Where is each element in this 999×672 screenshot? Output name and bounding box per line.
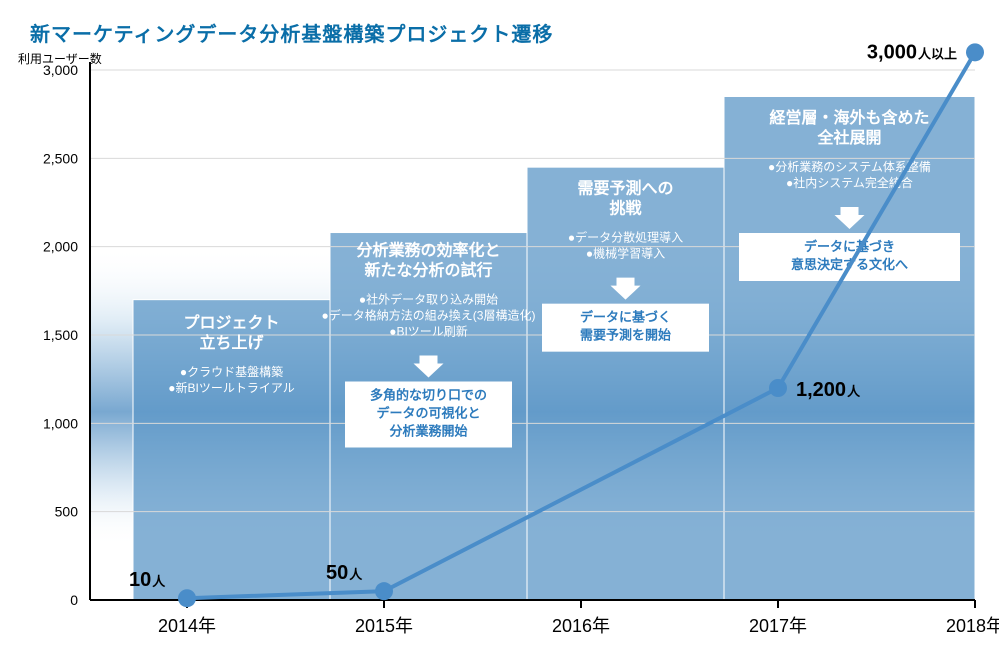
svg-text:1,000: 1,000 (43, 415, 78, 431)
svg-text:0: 0 (70, 592, 78, 608)
svg-text:新たな分析の試行: 新たな分析の試行 (364, 261, 492, 280)
svg-text:データの可視化と: データの可視化と (376, 406, 480, 421)
project-transition-chart: 0 500 1,000 1,500 2,000 2,500 3,000 2014年 2015年 2… (0, 0, 999, 672)
svg-text:3,000人以上: 3,000人以上 (867, 41, 957, 63)
svg-text:2016年: 2016年 (552, 616, 610, 636)
svg-text:全社展開: 全社展開 (816, 128, 881, 147)
svg-text:●BIツール刷新: ●BIツール刷新 (389, 324, 468, 339)
svg-text:多角的な切り口での: 多角的な切り口での (370, 388, 487, 403)
svg-text:2017年: 2017年 (749, 616, 807, 636)
svg-text:2018年: 2018年 (946, 616, 999, 636)
svg-text:経営層・海外も含めた: 経営層・海外も含めた (769, 108, 929, 127)
svg-text:2,000: 2,000 (43, 239, 78, 255)
svg-text:挑戦: 挑戦 (609, 199, 642, 218)
svg-text:●データ格納方法の組み換え(3層構造化): ●データ格納方法の組み換え(3層構造化) (322, 308, 536, 323)
svg-text:分析業務開始: 分析業務開始 (389, 424, 467, 439)
svg-text:立ち上げ: 立ち上げ (199, 333, 264, 352)
svg-text:●機械学習導入: ●機械学習導入 (586, 246, 665, 261)
svg-text:1,500: 1,500 (43, 327, 78, 343)
svg-text:データに基づき: データに基づき (804, 239, 895, 254)
svg-text:●クラウド基盤構築: ●クラウド基盤構築 (180, 364, 283, 379)
svg-text:需要予測への: 需要予測への (577, 179, 673, 198)
svg-text:プロジェクト: プロジェクト (183, 313, 279, 332)
svg-text:●データ分散処理導入: ●データ分散処理導入 (568, 230, 683, 245)
svg-text:2015年: 2015年 (355, 616, 413, 636)
svg-text:需要予測を開始: 需要予測を開始 (580, 328, 671, 343)
svg-text:分析業務の効率化と: 分析業務の効率化と (356, 241, 500, 260)
svg-text:3,000: 3,000 (43, 62, 78, 78)
svg-text:●新BIツールトライアル: ●新BIツールトライアル (168, 380, 294, 395)
svg-text:●社外データ取り込み開始: ●社外データ取り込み開始 (359, 292, 498, 307)
svg-text:2,500: 2,500 (43, 150, 78, 166)
svg-text:500: 500 (55, 504, 79, 520)
svg-text:2014年: 2014年 (158, 616, 216, 636)
svg-text:データに基づく: データに基づく (580, 310, 671, 325)
